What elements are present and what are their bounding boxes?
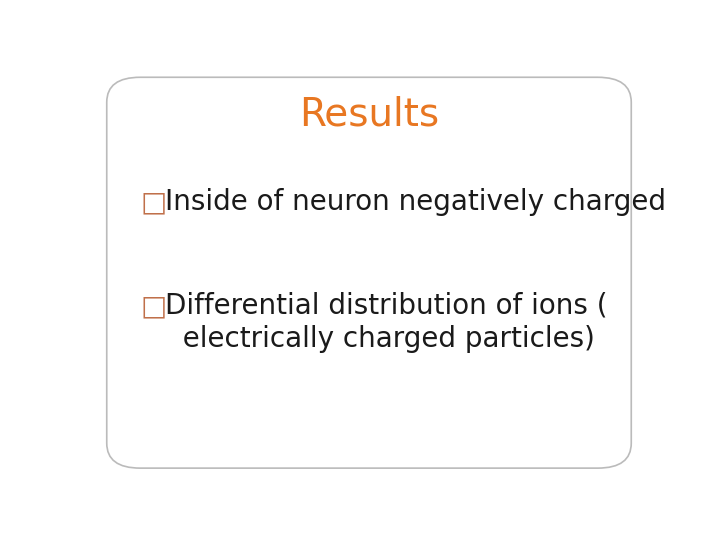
Text: electrically charged particles): electrically charged particles) — [166, 325, 595, 353]
Text: Inside of neuron negatively charged: Inside of neuron negatively charged — [166, 188, 666, 216]
FancyBboxPatch shape — [107, 77, 631, 468]
Text: □: □ — [140, 292, 166, 320]
Text: Results: Results — [299, 96, 439, 134]
Text: Differential distribution of ions (: Differential distribution of ions ( — [166, 292, 608, 320]
Text: □: □ — [140, 188, 166, 216]
